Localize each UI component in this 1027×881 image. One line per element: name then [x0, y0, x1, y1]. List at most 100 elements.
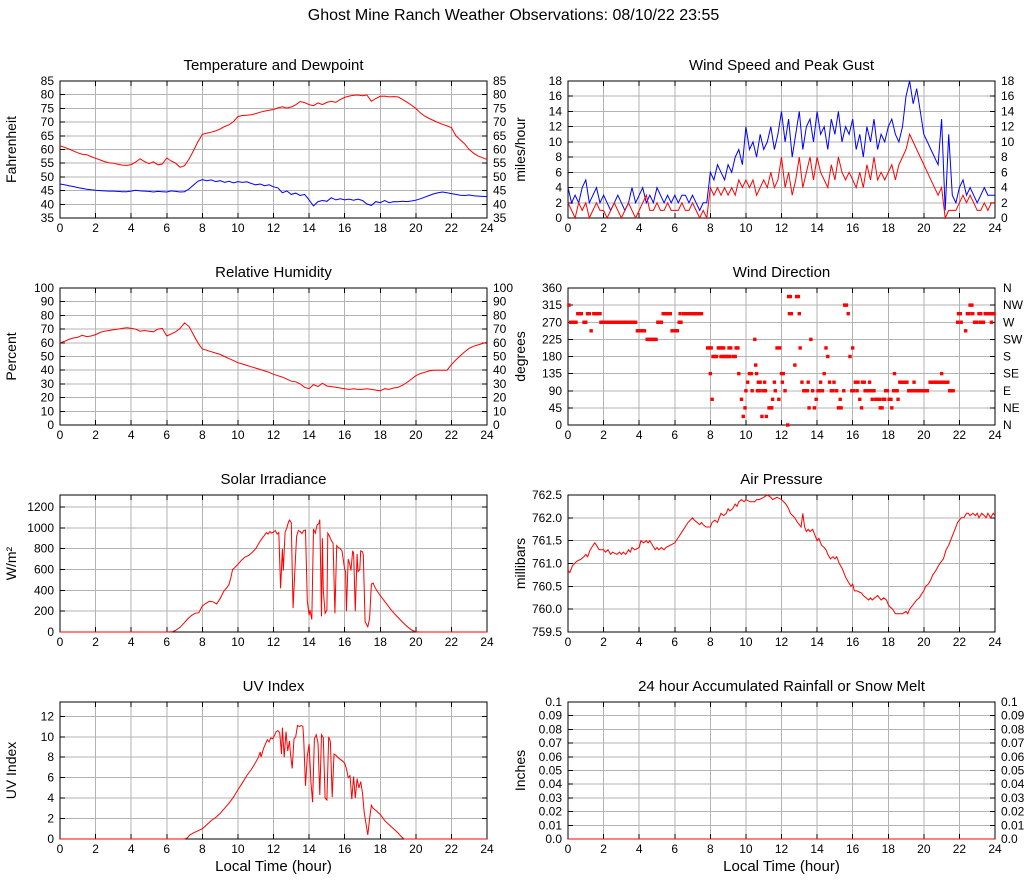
svg-text:10: 10 — [41, 404, 55, 418]
axis-labels: 0 2 4 6 8 10 12 14 16 18 20 22 240102030405060708090… — [34, 281, 513, 442]
svg-text:75: 75 — [493, 101, 507, 115]
svg-text:75: 75 — [41, 101, 55, 115]
svg-text:22: 22 — [445, 635, 459, 649]
svg-text:6: 6 — [163, 842, 170, 856]
svg-text:225: 225 — [542, 332, 562, 346]
svg-text:4: 4 — [1001, 181, 1008, 195]
svg-text:315: 315 — [542, 298, 562, 312]
svg-text:4: 4 — [555, 181, 562, 195]
svg-text:18: 18 — [374, 221, 388, 235]
svg-text:20: 20 — [409, 635, 423, 649]
svg-text:85: 85 — [41, 74, 55, 88]
series-temperature — [59, 94, 488, 168]
svg-text:80: 80 — [41, 88, 55, 102]
svg-text:14: 14 — [810, 428, 824, 442]
svg-text:0: 0 — [565, 221, 572, 235]
svg-text:24: 24 — [988, 221, 1002, 235]
gridlines — [59, 495, 488, 633]
svg-text:65: 65 — [41, 129, 55, 143]
svg-text:0: 0 — [1001, 211, 1008, 225]
svg-text:0.01: 0.01 — [539, 818, 563, 832]
svg-text:16: 16 — [338, 221, 352, 235]
svg-text:2: 2 — [92, 221, 99, 235]
svg-text:0: 0 — [57, 842, 64, 856]
svg-text:20: 20 — [917, 221, 931, 235]
chart-wind-direction: 0 2 4 6 8 10 12 14 16 18 20 22 24 0 45 90 135 180 225 270 31… — [512, 255, 1027, 462]
svg-text:22: 22 — [953, 635, 967, 649]
axis-labels: 0 2 4 6 8 10 12 14 16 18 20 22 240459013518022527031… — [542, 281, 1024, 442]
svg-text:70: 70 — [41, 115, 55, 129]
chart-temperature-dewpoint: 0 2 4 6 8 10 12 14 16 18 20 22 24 35 40 45 50 55 60 65 70 75 8… — [0, 48, 513, 255]
plot-border — [59, 287, 488, 426]
svg-text:1200: 1200 — [27, 500, 54, 514]
svg-text:200: 200 — [34, 604, 54, 618]
svg-text:30: 30 — [41, 377, 55, 391]
chart-title: Temperature and Dewpoint — [183, 57, 364, 74]
svg-text:2: 2 — [1001, 196, 1008, 210]
svg-text:0: 0 — [57, 635, 64, 649]
svg-text:0: 0 — [555, 211, 562, 225]
chart-title: Relative Humidity — [215, 264, 332, 281]
svg-text:90: 90 — [549, 384, 563, 398]
svg-text:50: 50 — [41, 350, 55, 364]
svg-text:16: 16 — [549, 89, 563, 103]
plot-border — [567, 287, 996, 426]
svg-text:6: 6 — [1001, 165, 1008, 179]
chart-svg-chart-relative-humidity: 0 2 4 6 8 10 12 14 16 18 20 22 240102030405060708090… — [3, 264, 513, 442]
chart-svg-chart-air-pressure: 0 2 4 6 8 10 12 14 16 18 20 22 24759.5760.0760.5761.… — [512, 471, 1002, 649]
svg-text:180: 180 — [542, 350, 562, 364]
svg-text:16: 16 — [846, 221, 860, 235]
axis-labels: 0 2 4 6 8 10 12 14 16 18 20 22 243540455055606570758… — [41, 74, 507, 235]
svg-text:10: 10 — [231, 635, 245, 649]
chart-wind-speed-peak-gust: 0 2 4 6 8 10 12 14 16 18 20 22 24 0 2 4 6 8 10 12 14 16 18 0 2 4 6… — [512, 48, 1027, 255]
svg-text:W: W — [1003, 315, 1015, 329]
svg-text:10: 10 — [549, 135, 563, 149]
svg-text:80: 80 — [493, 88, 507, 102]
svg-text:80: 80 — [493, 308, 507, 322]
svg-text:70: 70 — [41, 322, 55, 336]
svg-text:6: 6 — [671, 221, 678, 235]
svg-text:45: 45 — [41, 184, 55, 198]
svg-text:20: 20 — [41, 391, 55, 405]
svg-text:6: 6 — [671, 635, 678, 649]
series-wind-speed — [567, 132, 995, 220]
svg-text:22: 22 — [953, 428, 967, 442]
svg-text:85: 85 — [493, 74, 507, 88]
chart-title: 24 hour Accumulated Rainfall or Snow Mel… — [638, 678, 926, 695]
page-title: Ghost Mine Ranch Weather Observations: 0… — [307, 7, 720, 24]
svg-text:6: 6 — [163, 428, 170, 442]
svg-text:14: 14 — [302, 842, 316, 856]
svg-text:135: 135 — [542, 367, 562, 381]
svg-text:10: 10 — [493, 404, 507, 418]
y-axis-label: miles/hour — [514, 117, 528, 182]
svg-text:6: 6 — [671, 842, 678, 856]
svg-text:0: 0 — [47, 625, 54, 639]
svg-text:16: 16 — [338, 842, 352, 856]
gridlines — [567, 494, 996, 633]
svg-text:12: 12 — [775, 635, 789, 649]
svg-text:2: 2 — [47, 812, 54, 826]
svg-text:20: 20 — [917, 842, 931, 856]
svg-text:0.07: 0.07 — [539, 736, 563, 750]
svg-text:8: 8 — [707, 842, 714, 856]
axis-labels: 0 2 4 6 8 10 12 14 16 18 20 22 240246810121416180246… — [549, 74, 1015, 235]
svg-text:18: 18 — [374, 635, 388, 649]
tick-marks — [567, 80, 996, 219]
svg-text:20: 20 — [917, 428, 931, 442]
y-axis-label: W/m² — [3, 546, 19, 580]
svg-text:600: 600 — [34, 563, 54, 577]
svg-text:2: 2 — [600, 428, 607, 442]
svg-text:24: 24 — [988, 842, 1002, 856]
svg-text:0.09: 0.09 — [539, 709, 563, 723]
svg-text:E: E — [1003, 384, 1011, 398]
svg-text:4: 4 — [128, 635, 135, 649]
chart-rainfall: 0 2 4 6 8 10 12 14 16 18 20 22 24 0.0 0.01 0.02 0.03 0.04… — [512, 669, 1027, 876]
svg-text:45: 45 — [493, 184, 507, 198]
plot-border — [59, 494, 488, 633]
svg-text:40: 40 — [493, 197, 507, 211]
svg-text:6: 6 — [555, 165, 562, 179]
svg-text:0.06: 0.06 — [539, 750, 563, 764]
svg-text:0.05: 0.05 — [539, 764, 563, 778]
chart-svg-chart-temperature-dewpoint: 0 2 4 6 8 10 12 14 16 18 20 22 243540455055606570758… — [3, 57, 507, 235]
svg-text:4: 4 — [636, 635, 643, 649]
